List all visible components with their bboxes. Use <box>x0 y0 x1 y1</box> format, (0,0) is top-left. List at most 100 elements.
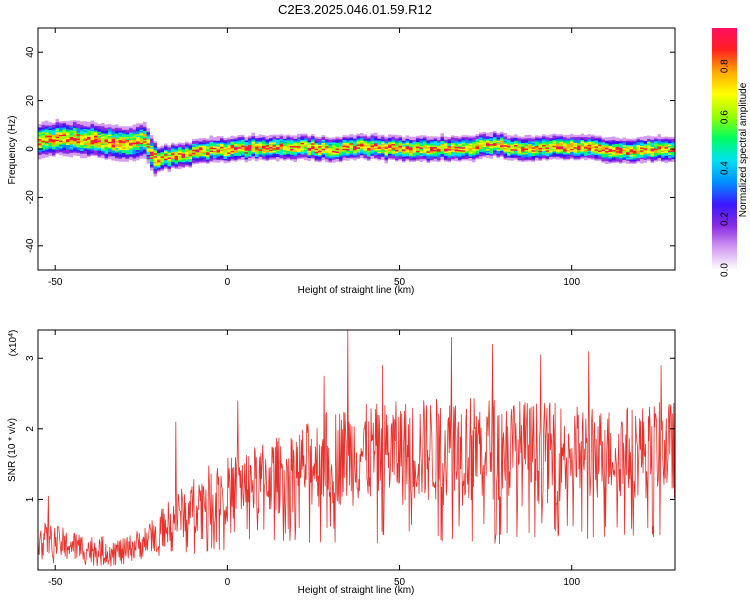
heatmap-cell <box>538 157 542 160</box>
heatmap-cell <box>146 131 150 134</box>
heatmap-cell <box>486 142 490 145</box>
heatmap-cell <box>524 139 528 142</box>
heatmap-cell <box>160 158 164 161</box>
heatmap-cell <box>174 143 178 146</box>
heatmap-cell <box>598 136 602 139</box>
heatmap-cell <box>59 135 63 138</box>
heatmap-cell <box>339 138 343 141</box>
heatmap-cell <box>290 157 294 160</box>
heatmap-cell <box>461 154 465 157</box>
heatmap-cell <box>503 154 507 157</box>
heatmap-cell <box>244 158 248 161</box>
heatmap-cell <box>209 145 213 148</box>
heatmap-cell <box>619 153 623 156</box>
heatmap-cell <box>458 155 462 158</box>
heatmap-cell <box>111 142 115 145</box>
heatmap-cell <box>150 164 154 167</box>
heatmap-cell <box>538 137 542 140</box>
heatmap-cell <box>633 148 637 151</box>
heatmap-cell <box>367 155 371 158</box>
heatmap-cell <box>45 120 49 123</box>
heatmap-cell <box>528 157 532 160</box>
heatmap-cell <box>535 136 539 139</box>
heatmap-cell <box>38 124 42 127</box>
heatmap-cell <box>283 135 287 138</box>
heatmap-cell <box>633 161 637 164</box>
heatmap-cell <box>311 145 315 148</box>
heatmap-cell <box>59 144 63 147</box>
heatmap-cell <box>202 148 206 151</box>
heatmap-cell <box>248 142 252 145</box>
heatmap-cell <box>657 134 661 137</box>
heatmap-cell <box>661 151 665 154</box>
heatmap-cell <box>164 162 168 165</box>
heatmap-cell <box>192 139 196 142</box>
heatmap-cell <box>412 142 416 145</box>
heatmap-cell <box>115 127 119 130</box>
colorbar-ticks: 0.00.20.40.60.8 <box>720 59 731 277</box>
heatmap-cell <box>549 134 553 137</box>
heatmap-cell <box>279 140 283 143</box>
heatmap-cell <box>279 147 283 150</box>
heatmap-cell <box>41 124 45 127</box>
heatmap-cell <box>304 139 308 142</box>
heatmap-cell <box>304 150 308 153</box>
heatmap-cell <box>118 142 122 145</box>
heatmap-cell <box>447 142 451 145</box>
heatmap-cell <box>461 135 465 138</box>
heatmap-cell <box>279 153 283 156</box>
heatmap-cell <box>272 143 276 146</box>
heatmap-cell <box>160 164 164 167</box>
heatmap-cell <box>650 145 654 148</box>
heatmap-cell <box>444 149 448 152</box>
heatmap-cell <box>668 149 672 152</box>
heatmap-cell <box>90 130 94 133</box>
heatmap-cell <box>419 136 423 139</box>
heatmap-cell <box>255 154 259 157</box>
heatmap-cell <box>241 155 245 158</box>
heatmap-cell <box>360 141 364 144</box>
heatmap-cell <box>160 148 164 151</box>
heatmap-cell <box>360 148 364 151</box>
heatmap-cell <box>167 151 171 154</box>
heatmap-cell <box>83 151 87 154</box>
heatmap-cell <box>171 160 175 163</box>
heatmap-cell <box>83 128 87 131</box>
heatmap-cell <box>73 127 77 130</box>
heatmap-cell <box>489 139 493 142</box>
heatmap-cell <box>143 149 147 152</box>
heatmap-cell <box>612 140 616 143</box>
heatmap-cell <box>528 136 532 139</box>
heatmap-cell <box>580 148 584 151</box>
heatmap-cell <box>440 146 444 149</box>
heatmap-cell <box>612 139 616 142</box>
heatmap-cell <box>538 140 542 143</box>
heatmap-cell <box>206 156 210 159</box>
heatmap-cell <box>381 147 385 150</box>
heatmap-cell <box>52 151 56 154</box>
heatmap-cell <box>622 138 626 141</box>
heatmap-cell <box>461 142 465 145</box>
heatmap-cell <box>510 145 514 148</box>
heatmap-cell <box>507 158 511 161</box>
heatmap-cell <box>545 148 549 151</box>
heatmap-cell <box>76 129 80 132</box>
heatmap-cell <box>276 149 280 152</box>
heatmap-cell <box>363 148 367 151</box>
heatmap-cell <box>468 154 472 157</box>
heatmap-cell <box>587 148 591 151</box>
heatmap-cell <box>195 157 199 160</box>
heatmap-cell <box>332 138 336 141</box>
heatmap-cell <box>391 150 395 153</box>
heatmap-cell <box>556 154 560 157</box>
heatmap-cell <box>647 148 651 151</box>
heatmap-cell <box>45 155 49 158</box>
heatmap-cell <box>76 127 80 130</box>
heatmap-cell <box>661 145 665 148</box>
heatmap-cell <box>69 136 73 139</box>
heatmap-cell <box>276 137 280 140</box>
heatmap-cell <box>258 138 262 141</box>
heatmap-cell <box>573 136 577 139</box>
heatmap-cell <box>339 151 343 154</box>
heatmap-cell <box>300 142 304 145</box>
